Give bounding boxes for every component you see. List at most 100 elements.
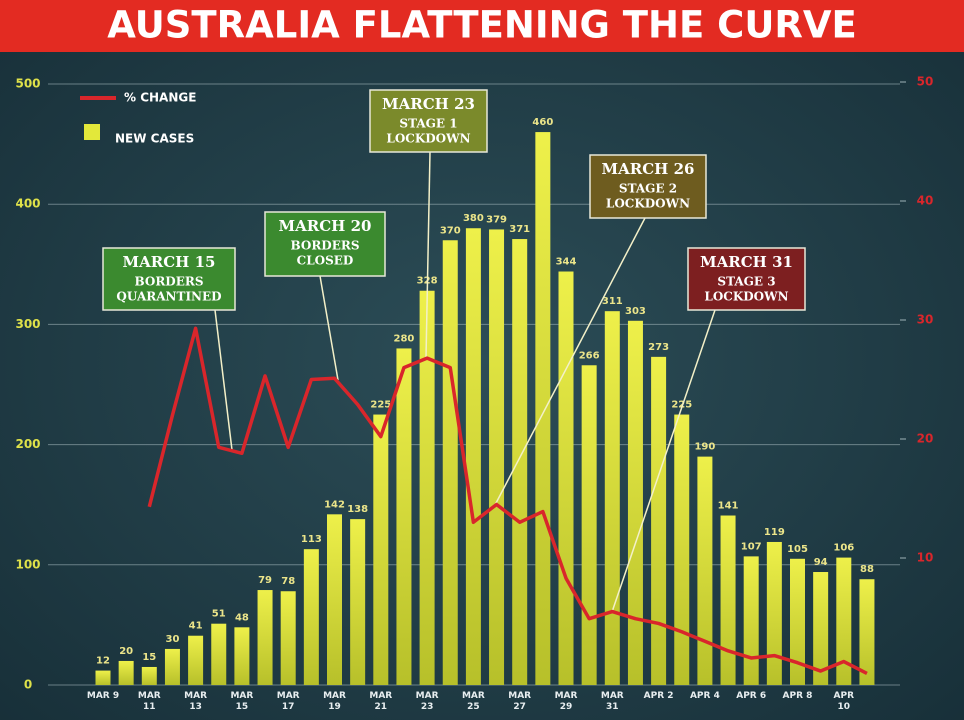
bar <box>95 670 111 685</box>
bar <box>419 290 435 685</box>
bar <box>234 627 250 685</box>
value-label: 142 <box>324 499 345 510</box>
bar <box>859 579 875 685</box>
bar <box>141 666 157 685</box>
y2-tick-label: 20 <box>917 432 934 446</box>
annotation-text: STAGE 1 <box>399 117 457 131</box>
bar <box>489 229 505 685</box>
bar <box>766 541 782 685</box>
value-label: 48 <box>235 612 249 623</box>
bar <box>558 271 574 685</box>
chart-title: AUSTRALIA FLATTENING THE CURVE <box>107 4 857 47</box>
x-tick-label: MAR 11 <box>137 691 161 712</box>
value-label: 371 <box>509 224 530 235</box>
legend-swatch <box>84 124 100 140</box>
value-label: 344 <box>556 257 577 268</box>
leader-line <box>611 309 716 613</box>
x-tick-label: MAR 15 <box>230 691 254 712</box>
value-label: 225 <box>370 400 391 411</box>
bar <box>280 591 296 685</box>
x-tick-label: MAR 31 <box>600 691 624 712</box>
y-tick-label: 300 <box>15 317 40 331</box>
bar <box>836 557 852 685</box>
x-tick-label: MAR 29 <box>554 691 578 712</box>
bar <box>211 623 227 685</box>
y2-tick-label: 50 <box>917 75 934 89</box>
leader-line <box>214 309 233 451</box>
annotation-text: LOCKDOWN <box>704 290 788 304</box>
value-label: 225 <box>671 400 692 411</box>
bar <box>581 365 597 685</box>
bar <box>604 311 620 685</box>
value-label: 79 <box>258 575 272 586</box>
x-tick-label: MAR 21 <box>369 691 393 712</box>
annotation-title: MARCH 31 <box>700 253 793 271</box>
annotation-text: BORDERS <box>291 239 360 253</box>
value-label: 12 <box>96 656 110 667</box>
bar <box>303 549 319 685</box>
annotation-box <box>102 247 236 311</box>
x-tick-label: MAR 19 <box>323 691 346 712</box>
value-label: 51 <box>212 609 226 620</box>
leader-line <box>494 217 646 506</box>
annotation-text: LOCKDOWN <box>386 132 470 146</box>
legend-label: % CHANGE <box>124 91 196 105</box>
value-label: 88 <box>860 564 874 575</box>
y-tick-label: 0 <box>24 678 32 692</box>
x-tick-label: MAR 25 <box>461 691 485 712</box>
x-tick-label: APR 2 <box>643 691 674 701</box>
annotation-box <box>264 211 386 277</box>
bar <box>697 456 713 685</box>
value-label: 379 <box>486 214 507 225</box>
bar <box>373 414 389 685</box>
annotation-text: STAGE 3 <box>717 275 775 289</box>
y-tick-label: 400 <box>15 197 40 211</box>
bar <box>188 635 204 685</box>
y-tick-label: 100 <box>15 557 40 571</box>
bar <box>813 572 829 685</box>
y2-tick-label: 40 <box>917 194 934 208</box>
bar <box>164 648 180 685</box>
bar <box>651 356 667 685</box>
annotation-text: CLOSED <box>297 254 354 268</box>
legend-label: NEW CASES <box>115 132 194 146</box>
x-tick-label: MAR 23 <box>415 691 439 712</box>
x-tick-label: MAR 27 <box>508 691 532 712</box>
annotation-text: LOCKDOWN <box>606 197 690 211</box>
value-label: 303 <box>625 306 646 317</box>
x-tick-label: APR 10 <box>833 691 855 712</box>
annotation-text: STAGE 2 <box>619 182 677 196</box>
x-tick-label: APR 8 <box>782 691 813 701</box>
value-label: 380 <box>463 213 484 224</box>
value-label: 94 <box>814 557 828 568</box>
annotation-title: MARCH 26 <box>602 160 695 178</box>
bar <box>790 558 805 685</box>
x-tick-label: MAR 13 <box>184 691 208 712</box>
x-tick-label: MAR 9 <box>86 691 120 701</box>
value-label: 138 <box>347 504 368 515</box>
y-tick-label: 200 <box>15 437 40 451</box>
value-label: 119 <box>764 527 785 538</box>
y2-tick-label: 30 <box>917 313 934 327</box>
bar <box>327 514 342 685</box>
title-bar <box>0 0 964 52</box>
value-label: 78 <box>281 576 295 587</box>
value-label: 266 <box>579 350 600 361</box>
x-tick-label: MAR 17 <box>276 691 300 712</box>
leader-line <box>425 151 431 359</box>
bar <box>257 590 273 685</box>
value-label: 105 <box>787 544 808 555</box>
annotation-title: MARCH 15 <box>123 253 216 271</box>
value-label: 141 <box>718 501 739 512</box>
annotation-text: QUARANTINED <box>116 290 221 304</box>
x-tick-label: APR 4 <box>689 691 720 701</box>
bar <box>350 519 366 685</box>
annotation-box <box>589 154 707 219</box>
line <box>147 326 868 675</box>
leader-line <box>319 275 339 381</box>
bar <box>720 515 736 685</box>
annotation-text: BORDERS <box>135 275 204 289</box>
y2-tick-label: 10 <box>917 551 934 565</box>
